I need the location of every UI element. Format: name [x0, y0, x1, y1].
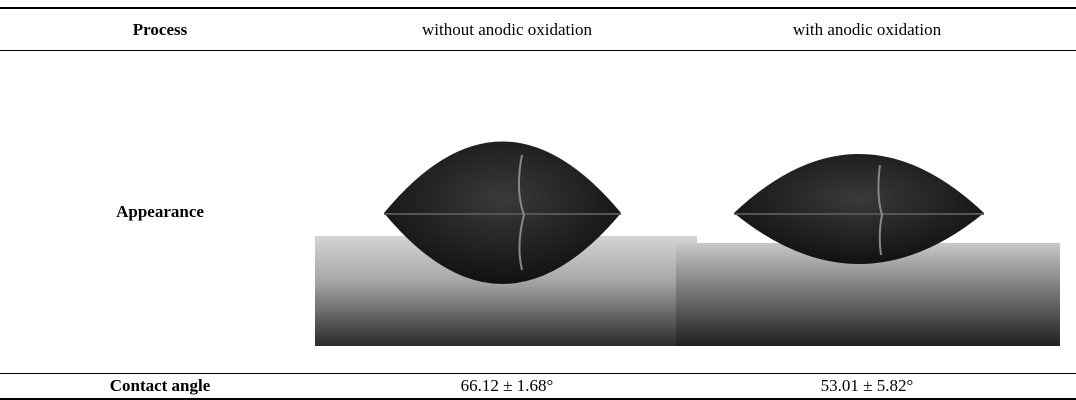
- row-label: Contact angle: [110, 376, 211, 396]
- table-cell: 66.12 ± 1.68°: [461, 376, 554, 396]
- table-page: Process without anodic oxidation with an…: [0, 0, 1076, 400]
- image-without-oxidation: [315, 142, 697, 347]
- table-cell: 53.01 ± 5.82°: [821, 376, 914, 396]
- image-with-oxidation: [676, 154, 1060, 346]
- droplet-images: [0, 0, 1076, 400]
- row-rule: [0, 373, 1076, 374]
